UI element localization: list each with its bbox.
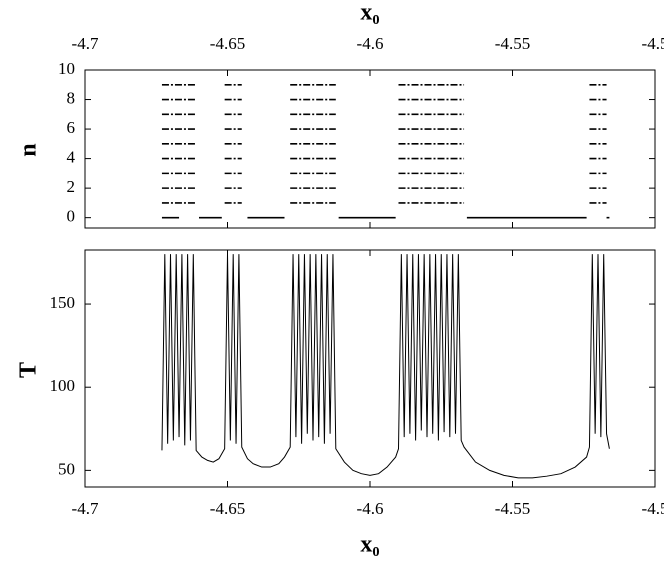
x-tick-label: -4.6 [357,34,384,53]
y-tick-label: 6 [67,118,76,137]
y-tick-label: 8 [67,88,76,107]
x-tick-label: -4.5 [642,499,664,518]
x-tick-label: -4.65 [210,499,245,518]
y-tick-label: 2 [67,177,76,196]
top-frame [84,69,656,229]
data-line [161,254,610,479]
x-tick-label: -4.55 [495,34,530,53]
x-tick-label: -4.6 [357,499,384,518]
y-tick-label: 10 [58,59,75,78]
bottom-x-label: x₀ [360,532,379,558]
x-tick-label: -4.7 [72,499,99,518]
y-tick-label: 0 [67,207,76,226]
y-tick-label: 150 [50,293,76,312]
x-tick-label: -4.5 [642,34,664,53]
y-tick-label: 100 [50,376,76,395]
top-x-label: x₀ [360,0,379,26]
x-tick-label: -4.55 [495,499,530,518]
x-tick-label: -4.7 [72,34,99,53]
y-tick-label: 50 [58,459,75,478]
y-tick-label: 4 [67,148,76,167]
x-tick-label: -4.65 [210,34,245,53]
t-label: T [16,362,42,378]
n-label: n [16,143,42,156]
